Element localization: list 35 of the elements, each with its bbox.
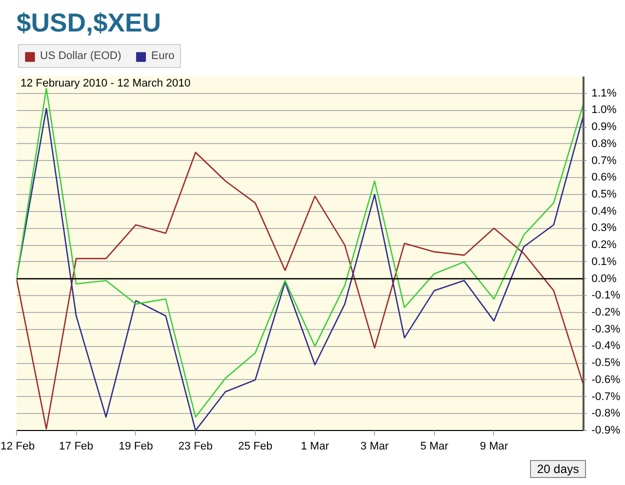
y-tick-label: 1.1%: [592, 87, 617, 100]
y-tick-label: 0.2%: [592, 239, 617, 252]
x-tick-label: 25 Feb: [238, 440, 272, 452]
y-tick-label: -0.8%: [592, 408, 620, 420]
y-tick-label: -0.5%: [592, 357, 620, 370]
y-tick-label: -0.7%: [592, 390, 620, 403]
y-tick-label: -0.6%: [592, 374, 620, 386]
y-tick-label: 0.4%: [592, 205, 617, 218]
y-tick-label: -0.1%: [592, 290, 620, 302]
x-tick-label: 12 Feb: [0, 440, 35, 452]
x-tick-label: 17 Feb: [59, 440, 94, 452]
legend-label: US Dollar (EOD): [40, 50, 122, 62]
x-tick-label: 3 Mar: [360, 440, 389, 452]
y-tick-label: -0.4%: [592, 340, 620, 352]
y-tick-label: 0.5%: [592, 188, 617, 200]
chart-title: $USD,$XEU: [16, 8, 161, 38]
y-tick-label: 0.1%: [592, 256, 617, 268]
chart-subtitle: 12 February 2010 - 12 March 2010: [20, 78, 190, 90]
x-tick-label: 9 Mar: [480, 440, 508, 452]
y-tick-label: 0.0%: [592, 272, 617, 285]
y-tick-label: 1.0%: [592, 104, 617, 116]
x-tick-label: 23 Feb: [178, 440, 213, 452]
y-tick-label: -0.9%: [592, 424, 620, 436]
x-tick-label: 5 Mar: [420, 440, 449, 452]
legend-label: Euro: [151, 50, 175, 62]
y-tick-label: 0.9%: [592, 121, 617, 134]
y-tick-label: 0.8%: [592, 138, 617, 150]
y-tick-label: -0.2%: [592, 306, 620, 318]
text: 20 days: [536, 461, 580, 477]
x-tick-label: 1 Mar: [300, 440, 330, 452]
y-tick-label: 0.7%: [592, 154, 617, 167]
y-tick-label: 0.6%: [592, 172, 617, 184]
y-tick-label: -0.3%: [592, 323, 620, 336]
y-tick-label: 0.3%: [592, 222, 617, 234]
x-tick-label: 19 Feb: [118, 440, 153, 452]
